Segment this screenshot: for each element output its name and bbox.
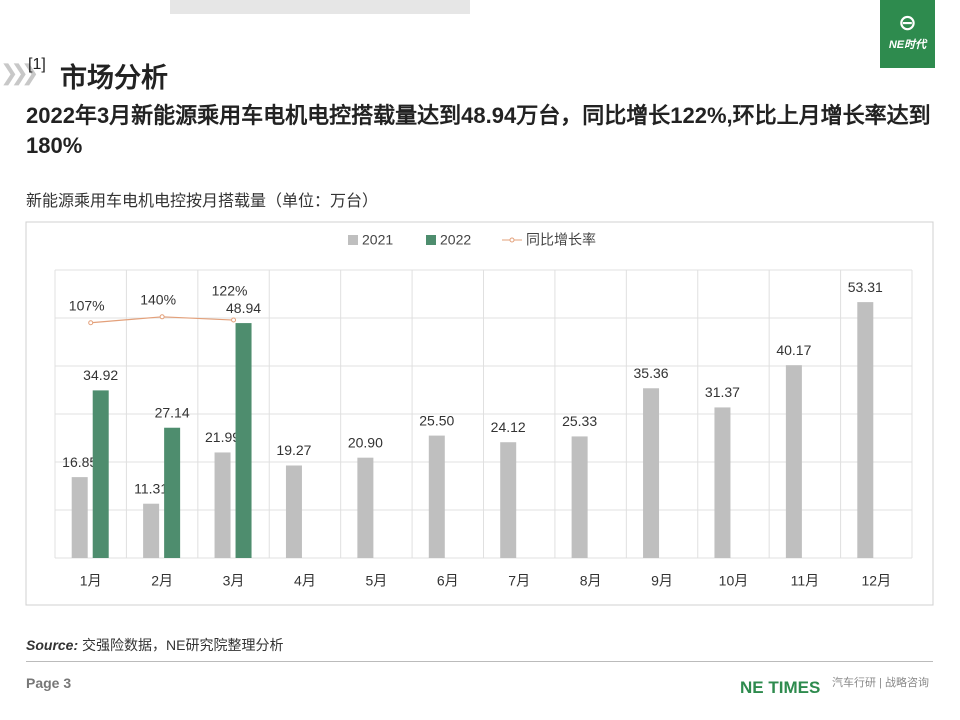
x-tick-label: 8月 bbox=[580, 573, 602, 589]
data-label: 48.94 bbox=[226, 300, 261, 316]
data-label: 21.99 bbox=[205, 429, 240, 445]
bar bbox=[214, 452, 231, 558]
data-label: 19.27 bbox=[276, 442, 311, 458]
data-label: 40.17 bbox=[776, 342, 811, 358]
data-label: 53.31 bbox=[848, 279, 883, 295]
growth-point bbox=[159, 314, 165, 320]
data-label: 20.90 bbox=[348, 434, 383, 450]
bar bbox=[285, 465, 302, 558]
chart-frame bbox=[25, 221, 934, 606]
data-label: 107% bbox=[69, 297, 105, 313]
x-tick-label: 2月 bbox=[151, 573, 173, 589]
growth-point bbox=[231, 317, 237, 323]
data-label: 11.31 bbox=[134, 480, 168, 496]
brand: NE TIMES bbox=[740, 678, 821, 697]
chart-title: 新能源乘用车电机电控按月搭载量（单位：万台） bbox=[26, 193, 379, 210]
bar bbox=[235, 323, 252, 558]
data-label: 31.37 bbox=[705, 384, 740, 400]
x-tick-label: 1月 bbox=[80, 573, 102, 589]
x-tick-label: 4月 bbox=[294, 573, 316, 589]
logo-box: ⊖ NE时代 bbox=[880, 0, 935, 68]
x-tick-label: 3月 bbox=[223, 573, 245, 589]
source-text: 交强险数据，NE研究院整理分析 bbox=[82, 637, 284, 653]
x-tick-label: 9月 bbox=[651, 573, 673, 589]
legend-label: 同比增长率 bbox=[526, 232, 596, 248]
bar bbox=[164, 427, 181, 558]
data-label: 140% bbox=[140, 292, 176, 308]
data-label: 27.14 bbox=[155, 404, 190, 420]
x-tick-label: 10月 bbox=[719, 573, 749, 589]
x-tick-label: 12月 bbox=[862, 573, 892, 589]
bar bbox=[71, 477, 88, 558]
tagline: 汽车行研 | 战略咨询 bbox=[832, 677, 929, 689]
section-title: 市场分析 bbox=[60, 63, 168, 93]
x-tick-label: 5月 bbox=[365, 573, 387, 589]
legend-marker bbox=[509, 237, 515, 243]
legend-swatch bbox=[426, 235, 436, 245]
bar bbox=[500, 442, 517, 558]
top-stripe bbox=[170, 0, 470, 14]
data-label: 34.92 bbox=[83, 367, 118, 383]
data-label: 35.36 bbox=[634, 365, 669, 381]
source-label: Source: bbox=[26, 637, 79, 653]
bar bbox=[92, 390, 109, 558]
legend-label: 2022 bbox=[440, 232, 471, 248]
bar bbox=[571, 436, 588, 558]
bar bbox=[143, 503, 160, 558]
bar bbox=[857, 302, 874, 558]
source: Source: 交强险数据，NE研究院整理分析 bbox=[26, 635, 283, 655]
x-tick-label: 7月 bbox=[508, 573, 530, 589]
logo-mark: ⊖ bbox=[898, 10, 917, 35]
logo-text: NE时代 bbox=[888, 39, 927, 51]
legend-swatch bbox=[348, 235, 358, 245]
bar bbox=[428, 435, 445, 558]
bar bbox=[785, 365, 802, 558]
data-label: 122% bbox=[212, 283, 248, 299]
bar bbox=[357, 457, 374, 558]
data-label: 25.50 bbox=[419, 412, 454, 428]
legend-label: 2021 bbox=[362, 232, 393, 248]
data-label: 16.85 bbox=[62, 454, 97, 470]
section-number: [1] bbox=[28, 56, 46, 73]
headline: 2022年3月新能源乘用车电机电控搭载量达到48.94万台，同比增长122%,环… bbox=[26, 103, 931, 158]
data-label: 24.12 bbox=[491, 419, 526, 435]
bar bbox=[714, 407, 731, 558]
growth-point bbox=[88, 320, 94, 326]
bar bbox=[643, 388, 660, 558]
x-tick-label: 6月 bbox=[437, 573, 459, 589]
page-number: Page 3 bbox=[26, 675, 72, 691]
footer-rule bbox=[26, 661, 933, 662]
x-tick-label: 11月 bbox=[791, 573, 820, 589]
data-label: 25.33 bbox=[562, 413, 597, 429]
